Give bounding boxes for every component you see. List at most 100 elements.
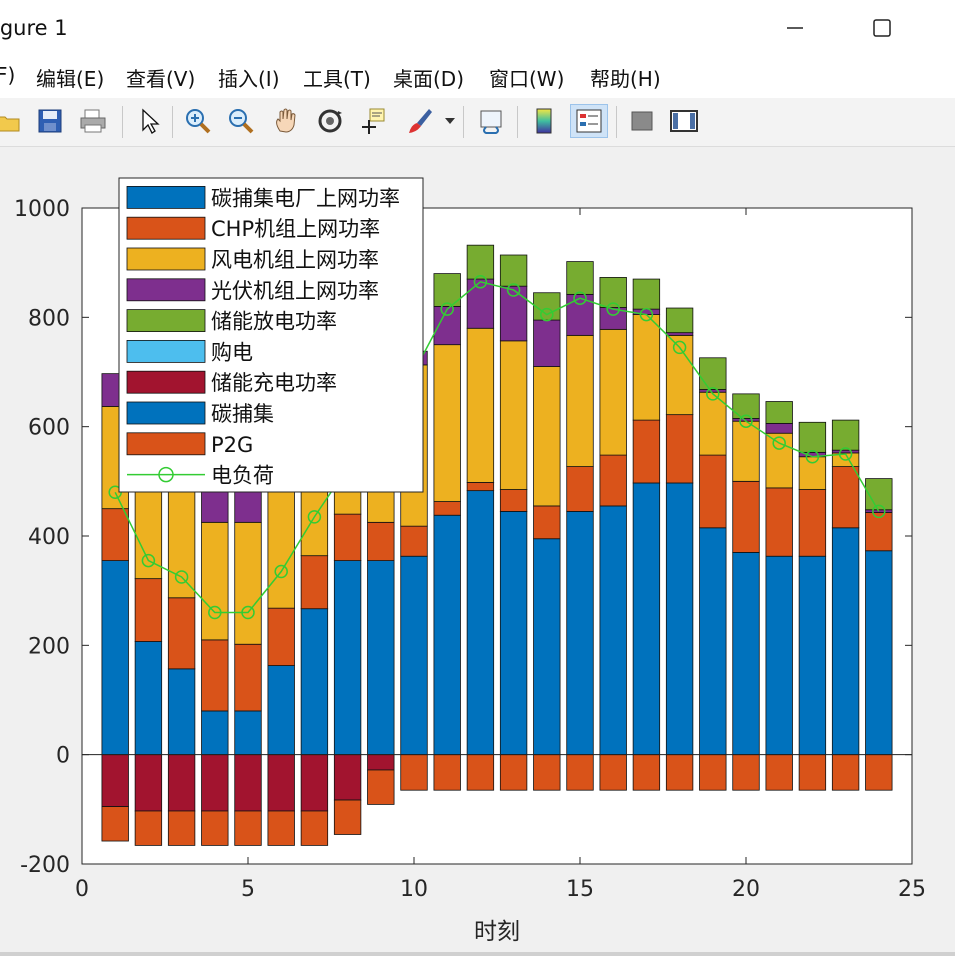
load-marker xyxy=(440,302,454,316)
menu-file[interactable]: F) xyxy=(0,63,16,87)
print-button[interactable] xyxy=(77,104,109,138)
menu-tools[interactable]: 工具(T) xyxy=(303,67,371,91)
legend-entry: 电负荷 xyxy=(211,464,274,488)
show-plot-tools-button[interactable] xyxy=(668,104,700,138)
load-marker xyxy=(540,307,554,322)
brush-dropdown-button[interactable] xyxy=(442,104,458,138)
load-marker xyxy=(208,605,222,620)
pan-button[interactable] xyxy=(270,104,302,138)
minimize-button[interactable] xyxy=(775,10,815,46)
bar-segment xyxy=(234,754,262,812)
colorbar-icon xyxy=(536,108,552,134)
title-bar: igure 1 xyxy=(0,0,955,58)
bar-segment xyxy=(732,754,760,791)
bar-segment xyxy=(665,307,694,334)
bar-segment xyxy=(101,560,129,756)
bar-segment xyxy=(699,527,727,756)
bar-segment xyxy=(798,421,827,453)
bar-segment xyxy=(699,389,727,393)
pointer-button[interactable] xyxy=(133,104,165,138)
bar-segment xyxy=(101,508,129,561)
bar-segment xyxy=(367,769,395,805)
bar-segment xyxy=(765,422,793,434)
load-marker xyxy=(838,447,853,461)
menu-window[interactable]: 窗口(W) xyxy=(489,67,565,91)
bar-segment xyxy=(201,489,229,523)
legend-swatch xyxy=(126,401,206,425)
menu-edit[interactable]: 编辑(E) xyxy=(36,67,105,91)
zoom-in-button[interactable] xyxy=(182,104,214,138)
brush-button[interactable] xyxy=(404,104,436,138)
bar-segment xyxy=(333,513,362,561)
bar-segment xyxy=(831,466,860,529)
bar-segment xyxy=(533,292,561,321)
legend-entry: 光伏机组上网功率 xyxy=(211,279,379,303)
x-tick-label: 0 xyxy=(75,877,89,902)
bar-segment xyxy=(865,478,893,511)
menu-desktop[interactable]: 桌面(D) xyxy=(393,67,465,91)
bar-segment xyxy=(566,754,594,791)
bar-segment xyxy=(167,486,196,599)
bar-segment xyxy=(367,560,395,756)
bar-segment xyxy=(101,754,129,808)
legend-button[interactable] xyxy=(570,104,608,138)
legend-entry: CHP机组上网功率 xyxy=(211,217,380,241)
legend-swatch xyxy=(126,309,206,333)
x-axis-label: 时刻 xyxy=(474,919,520,945)
load-marker xyxy=(506,283,521,297)
bar-segment xyxy=(234,489,262,523)
minimize-icon xyxy=(787,27,803,29)
bar-segment xyxy=(300,555,329,610)
toolbar-separator xyxy=(463,106,464,138)
legend-swatch xyxy=(126,216,206,240)
bar-segment xyxy=(234,710,262,756)
bar-segment xyxy=(599,454,627,507)
bar-segment xyxy=(167,810,196,846)
bar-segment xyxy=(300,608,329,756)
load-marker xyxy=(141,553,156,568)
bar-segment xyxy=(400,754,428,791)
bar-segment xyxy=(765,487,793,557)
bar-segment xyxy=(300,754,329,812)
menu-insert[interactable]: 插入(I) xyxy=(218,67,280,91)
link-plot-button[interactable] xyxy=(476,104,508,138)
open-button[interactable] xyxy=(0,104,24,138)
bar-segment xyxy=(632,482,661,756)
hide-plot-tools-button[interactable] xyxy=(626,104,658,138)
bar-segment xyxy=(632,419,661,484)
bar-segment xyxy=(433,344,461,502)
zoom-out-button[interactable] xyxy=(225,104,257,138)
bar-segment xyxy=(632,278,661,310)
bar-segment xyxy=(566,261,594,295)
figure-area: -200 0 200 400 600 800 1000 0 5 10 15 20 25 时刻 碳捕集电厂上网… xyxy=(0,147,955,952)
bar-segment xyxy=(865,550,893,756)
toolbar-separator xyxy=(616,106,617,138)
bar-segment xyxy=(533,538,561,756)
zoom-out-icon xyxy=(229,109,254,134)
menu-help[interactable]: 帮助(H) xyxy=(590,67,661,91)
maximize-icon xyxy=(873,19,891,37)
bar-segment xyxy=(566,510,594,756)
data-cursor-button[interactable] xyxy=(358,104,390,138)
bar-segment xyxy=(765,432,793,489)
rotate-button[interactable] xyxy=(314,104,346,138)
load-marker xyxy=(307,510,322,524)
bar-segment xyxy=(333,754,362,801)
bar-segment xyxy=(798,489,827,557)
menu-view[interactable]: 查看(V) xyxy=(126,67,196,91)
bar-segment xyxy=(499,340,528,490)
brush-icon xyxy=(409,109,432,133)
save-button[interactable] xyxy=(34,104,66,138)
save-icon xyxy=(38,109,62,133)
bar-segment xyxy=(201,754,229,812)
maximize-button[interactable] xyxy=(862,10,902,46)
bar-segment xyxy=(267,665,295,756)
legend-swatch xyxy=(126,278,206,302)
data-cursor-icon xyxy=(362,108,385,134)
hide-plot-tools-icon xyxy=(631,111,653,131)
colorbar-button[interactable] xyxy=(528,104,560,138)
link-plot-icon xyxy=(480,110,502,134)
menu-bar: F) 编辑(E) 查看(V) 插入(I) 工具(T) 桌面(D) 窗口(W) 帮… xyxy=(0,58,955,98)
load-marker xyxy=(739,414,753,428)
load-marker xyxy=(274,564,288,579)
